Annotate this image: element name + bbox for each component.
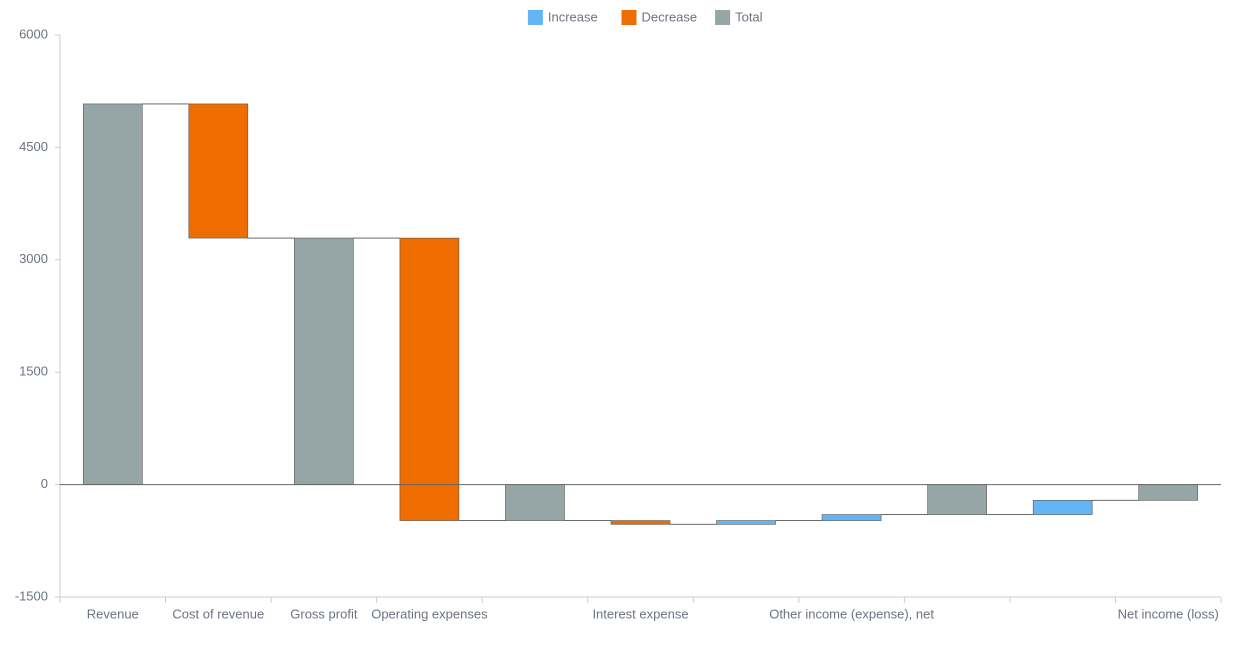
bar xyxy=(927,484,987,515)
y-tick-label: 4500 xyxy=(19,139,48,154)
x-tick-label: Gross profit xyxy=(290,606,358,621)
legend-swatch xyxy=(715,10,731,25)
bar xyxy=(505,484,565,521)
bar xyxy=(294,237,354,485)
y-tick-label: 1500 xyxy=(19,364,48,379)
bar xyxy=(716,520,776,525)
x-tick-label: Interest expense xyxy=(592,606,688,621)
x-tick-label: Revenue xyxy=(87,606,139,621)
bar xyxy=(610,520,671,525)
y-tick-label: 6000 xyxy=(19,26,48,41)
bar xyxy=(188,103,249,239)
bar xyxy=(1138,484,1199,501)
x-tick-label: Other income (expense), net xyxy=(769,606,934,621)
y-tick-label: -1500 xyxy=(15,588,48,603)
legend-label: Increase xyxy=(548,9,598,24)
bar xyxy=(1032,500,1093,515)
legend-swatch xyxy=(527,10,543,25)
bar xyxy=(399,237,460,521)
bar xyxy=(821,514,882,521)
y-tick-label: 0 xyxy=(41,476,48,491)
y-tick-label: 3000 xyxy=(19,251,48,266)
x-tick-label: Net income (loss) xyxy=(1118,606,1219,621)
x-tick-label: Operating expenses xyxy=(371,606,488,621)
legend-label: Decrease xyxy=(642,9,698,24)
legend-label: Total xyxy=(735,9,763,24)
bar xyxy=(82,103,143,485)
x-tick-label: Cost of revenue xyxy=(172,606,264,621)
legend-swatch xyxy=(621,10,637,25)
